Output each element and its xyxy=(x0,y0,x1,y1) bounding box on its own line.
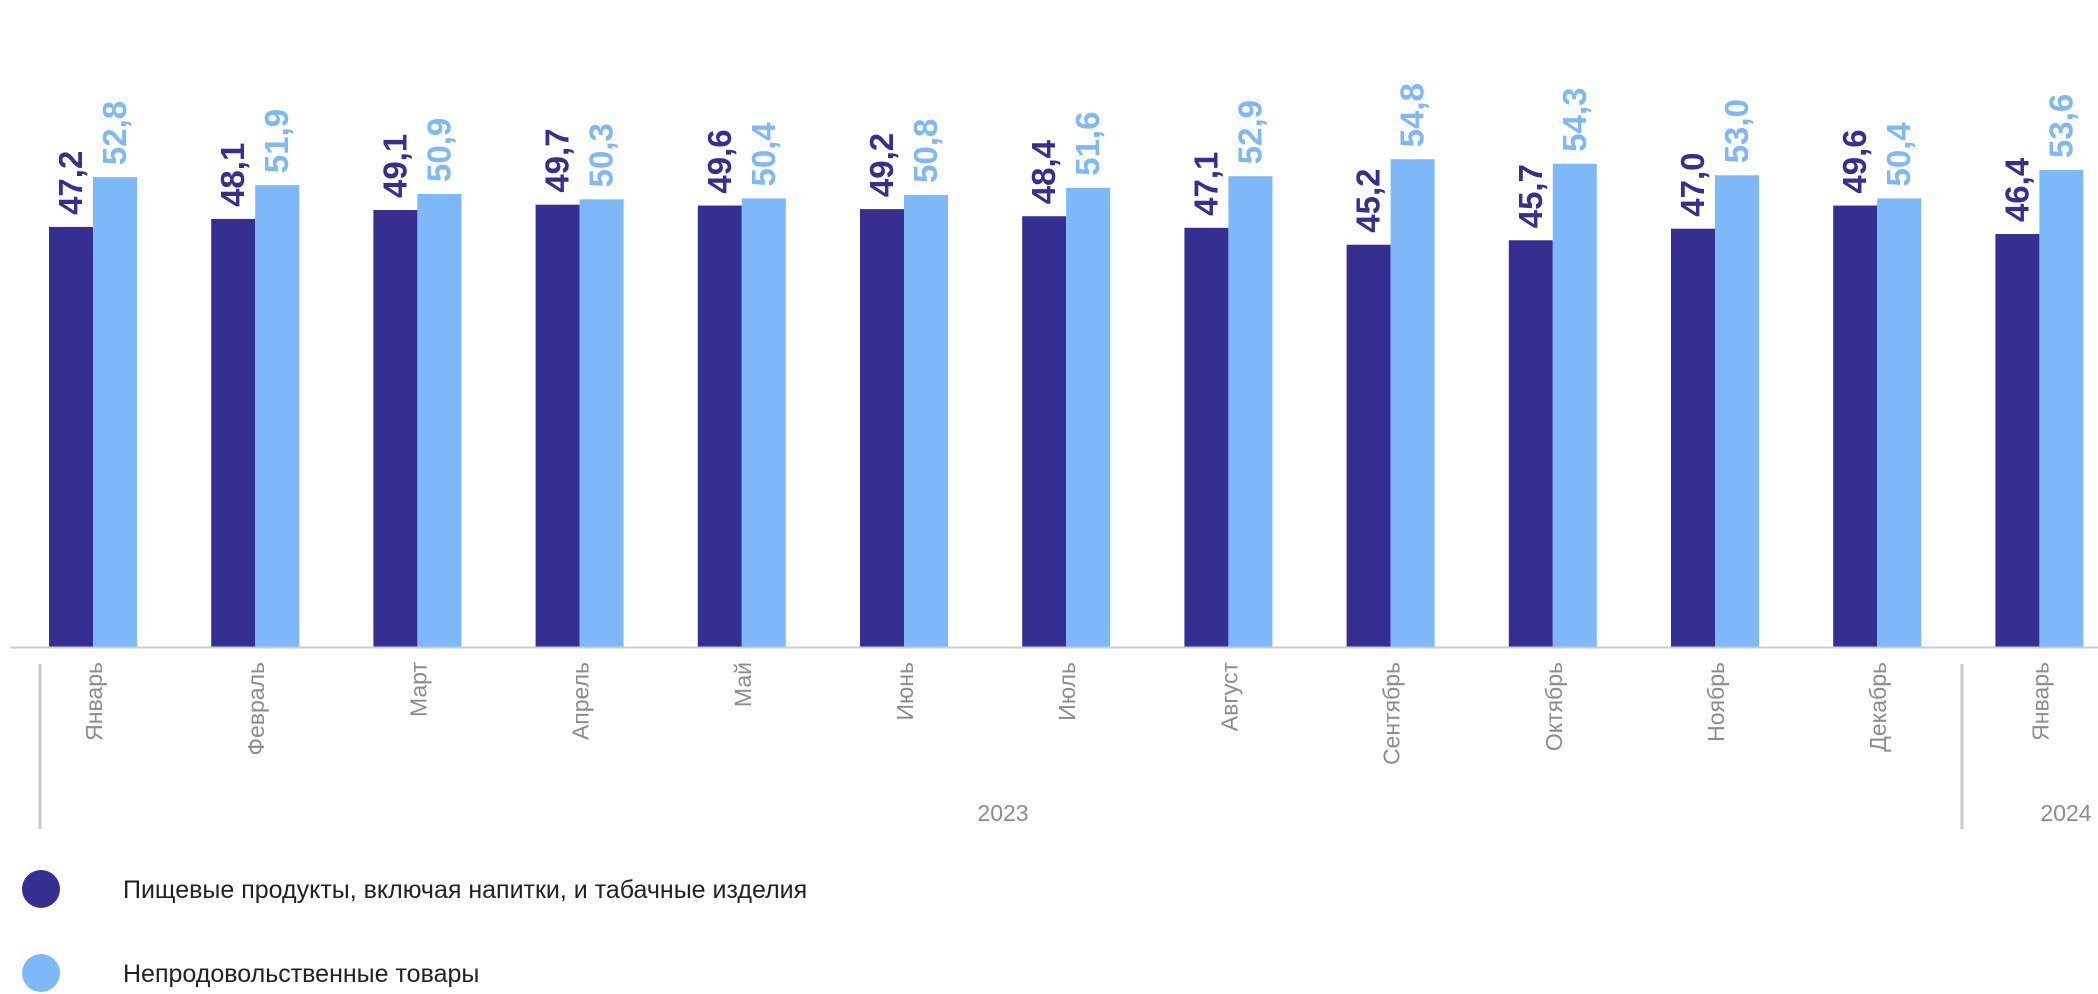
bar-nonfood-1 xyxy=(255,185,300,647)
bar-food-2 xyxy=(373,210,418,647)
data-label-food-4: 49,6 xyxy=(701,129,738,193)
category-label-5: Июнь xyxy=(892,662,918,720)
bar-nonfood-11 xyxy=(1877,198,1922,647)
data-label-nonfood-8: 54,8 xyxy=(1394,83,1431,147)
category-label-3: Апрель xyxy=(568,662,594,740)
category-label-1: Февраль xyxy=(243,662,269,755)
bar-nonfood-10 xyxy=(1715,175,1759,648)
data-label-nonfood-2: 50,9 xyxy=(420,118,457,182)
legend-swatch-nonfood xyxy=(22,954,60,992)
data-label-food-7: 47,1 xyxy=(1187,152,1224,216)
category-label-12: Январь xyxy=(2027,662,2053,741)
bar-nonfood-2 xyxy=(417,193,462,648)
category-label-8: Сентябрь xyxy=(1379,662,1405,765)
data-label-nonfood-3: 50,3 xyxy=(583,123,620,187)
data-label-nonfood-0: 52,8 xyxy=(96,101,133,165)
bar-food-12 xyxy=(1995,234,2040,648)
legend-swatch-food xyxy=(22,870,60,908)
category-label-7: Август xyxy=(1216,662,1242,732)
data-label-food-8: 45,2 xyxy=(1350,168,1387,232)
year-label-2023: 2023 xyxy=(977,800,1028,826)
bar-nonfood-5 xyxy=(904,194,948,647)
bar-food-4 xyxy=(697,205,742,647)
category-label-6: Июль xyxy=(1054,662,1080,721)
category-label-0: Январь xyxy=(81,662,107,741)
category-label-11: Декабрь xyxy=(1865,662,1891,752)
legend-item-food: Пищевые продукты, включая напитки, и таб… xyxy=(22,870,1222,910)
bar-nonfood-4 xyxy=(741,198,786,647)
data-label-food-10: 47,0 xyxy=(1674,152,1711,216)
data-label-food-5: 49,2 xyxy=(863,133,900,197)
data-label-nonfood-12: 53,6 xyxy=(2042,94,2079,158)
bar-food-5 xyxy=(860,209,904,647)
data-label-food-11: 49,6 xyxy=(1836,129,1873,193)
bar-food-6 xyxy=(1022,216,1067,648)
data-label-nonfood-7: 52,9 xyxy=(1231,100,1268,164)
data-label-nonfood-9: 54,3 xyxy=(1556,87,1593,151)
data-label-nonfood-4: 50,4 xyxy=(745,122,782,187)
bar-food-10 xyxy=(1671,228,1715,647)
bar-food-7 xyxy=(1184,227,1229,647)
bar-nonfood-9 xyxy=(1552,163,1597,648)
data-label-nonfood-1: 51,9 xyxy=(258,109,295,173)
legend-label-food: Пищевые продукты, включая напитки, и таб… xyxy=(123,876,808,904)
category-label-10: Ноябрь xyxy=(1703,662,1729,742)
bar-nonfood-8 xyxy=(1390,159,1435,647)
bar-food-9 xyxy=(1508,240,1553,647)
legend-item-nonfood: Непродовольственные товары xyxy=(22,954,1222,994)
data-label-nonfood-11: 50,4 xyxy=(1880,122,1917,187)
category-label-2: Март xyxy=(405,662,431,717)
bar-food-3 xyxy=(535,204,580,648)
bar-nonfood-6 xyxy=(1066,187,1111,647)
data-label-food-1: 48,1 xyxy=(214,143,251,207)
category-label-9: Октябрь xyxy=(1541,662,1567,751)
data-label-food-0: 47,2 xyxy=(52,151,89,215)
year-label-2024: 2024 xyxy=(2040,800,2091,826)
bar-nonfood-3 xyxy=(579,199,624,647)
bar-nonfood-7 xyxy=(1228,176,1273,647)
bar-food-1 xyxy=(211,218,256,647)
data-label-food-3: 49,7 xyxy=(539,128,576,192)
legend-label-nonfood: Непродовольственные товары xyxy=(123,960,480,988)
bar-nonfood-12 xyxy=(2039,169,2084,647)
category-label-4: Май xyxy=(730,662,756,707)
data-label-food-6: 48,4 xyxy=(1025,139,1062,204)
data-label-food-12: 46,4 xyxy=(1998,157,2035,222)
data-label-nonfood-5: 50,8 xyxy=(907,119,944,183)
data-label-food-2: 49,1 xyxy=(376,134,413,198)
bar-nonfood-0 xyxy=(93,177,137,647)
bar-food-0 xyxy=(49,226,93,648)
data-label-nonfood-6: 51,6 xyxy=(1069,112,1106,176)
bar-food-11 xyxy=(1833,205,1878,647)
data-label-nonfood-10: 53,0 xyxy=(1718,99,1755,163)
data-label-food-9: 45,7 xyxy=(1512,164,1549,228)
bar-food-8 xyxy=(1346,244,1391,647)
